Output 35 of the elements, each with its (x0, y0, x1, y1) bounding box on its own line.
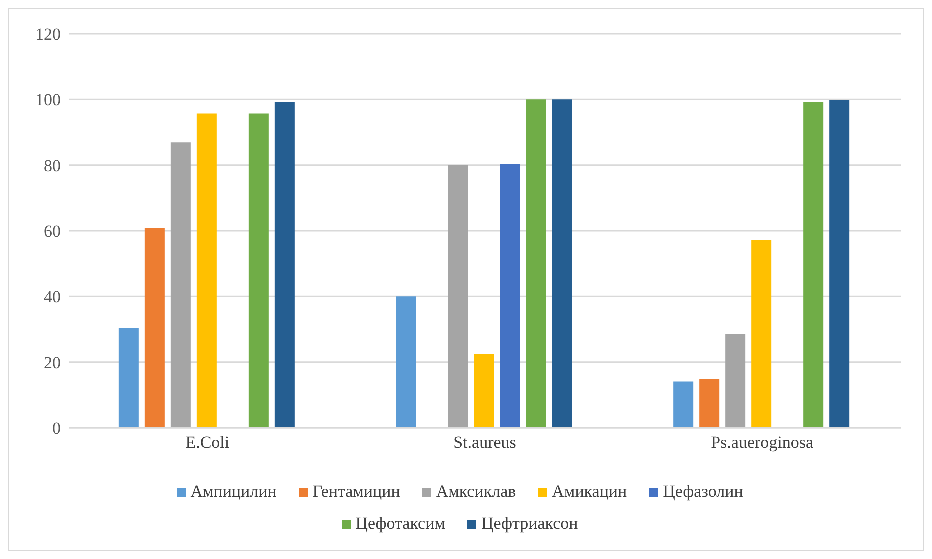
legend-label: Гентамицин (312, 482, 400, 502)
y-tick-label: 100 (36, 90, 61, 110)
bar (752, 240, 772, 428)
y-tick-label: 120 (36, 25, 61, 44)
legend-label: Цефазолин (662, 482, 744, 502)
y-tick-label: 60 (44, 222, 61, 242)
bar (170, 142, 191, 428)
y-tick-label: 0 (52, 419, 61, 438)
bar (144, 228, 165, 428)
bar (804, 102, 824, 428)
bar (526, 100, 546, 428)
bar (726, 334, 746, 428)
legend-label: Цефотаксим (354, 514, 446, 534)
bar (448, 165, 468, 428)
bar (196, 114, 217, 428)
x-tick-label: E.Coli (186, 433, 230, 452)
bar (396, 296, 416, 428)
legend-label: Ампицилин (190, 482, 277, 502)
x-tick-label: Ps.aueroginosa (711, 433, 814, 452)
bar (248, 114, 269, 428)
bar (474, 354, 494, 428)
legend-label: Цефтриаксон (480, 514, 578, 534)
y-tick-label: 20 (44, 353, 61, 372)
y-tick-label: 40 (44, 288, 61, 307)
bar (830, 100, 850, 428)
bar (118, 328, 139, 428)
bar (500, 164, 520, 428)
bar (674, 382, 694, 428)
bar (700, 379, 720, 428)
x-tick-label: St.aureus (454, 433, 516, 452)
bar (274, 102, 295, 428)
legend-label: Амикацин (551, 482, 628, 502)
bar (552, 100, 572, 428)
legend-label: Амксиклав (435, 482, 516, 502)
y-tick-label: 80 (44, 156, 61, 176)
